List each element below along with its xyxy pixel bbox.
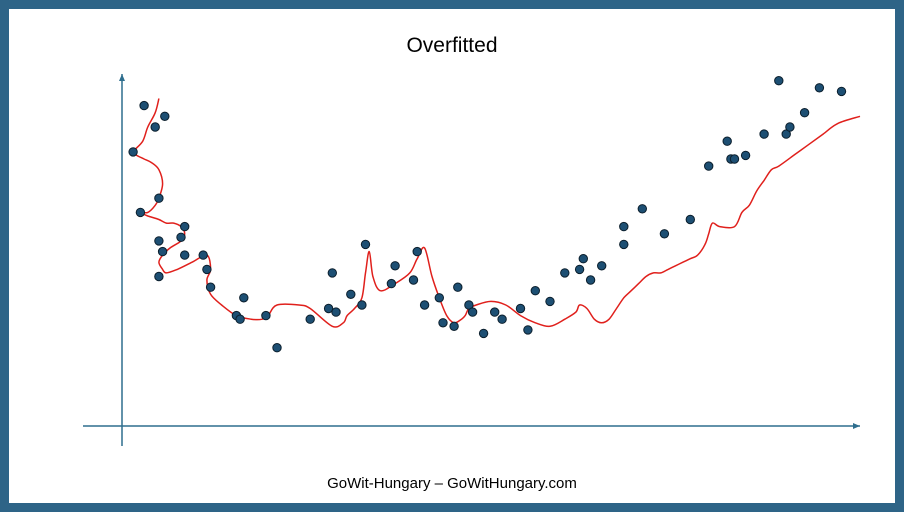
data-point: [305, 314, 315, 324]
data-point: [202, 264, 212, 275]
data-point: [781, 129, 791, 139]
data-point: [346, 289, 356, 299]
data-point: [722, 136, 732, 146]
data-point: [560, 268, 570, 278]
data-point: [785, 122, 795, 132]
data-point: [637, 204, 647, 214]
data-point: [357, 300, 367, 310]
data-point: [160, 111, 170, 122]
data-point: [464, 300, 474, 310]
data-point: [128, 147, 138, 157]
data-point: [272, 343, 282, 353]
data-point: [331, 307, 341, 317]
data-point: [814, 83, 825, 93]
data-point: [419, 300, 430, 310]
data-point: [530, 286, 540, 296]
overfitted-curve: [132, 98, 861, 328]
chart-title: Overfitted: [406, 34, 498, 57]
data-point: [180, 250, 190, 260]
data-point: [150, 122, 160, 132]
data-point: [619, 221, 629, 232]
data-point: [659, 229, 670, 239]
data-point: [729, 154, 740, 164]
footer-credit: GoWit-Hungary – GoWitHungary.com: [327, 475, 577, 492]
data-point: [438, 318, 448, 328]
data-point: [154, 193, 164, 203]
data-point: [490, 307, 500, 317]
data-point: [261, 310, 271, 321]
data-point: [390, 261, 400, 271]
data-point: [685, 214, 695, 225]
data-point: [740, 150, 751, 161]
data-point: [176, 232, 186, 243]
data-point: [180, 221, 190, 232]
data-point: [198, 250, 208, 260]
data-point: [434, 293, 444, 303]
data-point: [799, 108, 810, 118]
data-point: [523, 325, 533, 335]
data-point: [135, 207, 146, 218]
data-point: [239, 293, 249, 303]
data-point: [515, 303, 526, 314]
data-point: [205, 282, 216, 292]
data-point: [449, 321, 459, 331]
data-point: [154, 236, 164, 246]
data-point: [759, 129, 769, 139]
data-point: [327, 268, 337, 278]
data-point: [386, 278, 397, 289]
data-point: [323, 303, 334, 314]
data-point: [497, 314, 507, 324]
data-point: [774, 76, 784, 86]
data-point: [704, 161, 714, 171]
data-point: [412, 246, 422, 257]
data-point: [360, 239, 371, 250]
data-point: [408, 275, 419, 285]
data-point: [578, 254, 588, 264]
data-point: [574, 264, 585, 275]
data-point: [585, 275, 596, 285]
data-point: [467, 307, 478, 317]
data-point: [597, 261, 607, 271]
data-point: [453, 282, 463, 292]
data-point: [545, 296, 555, 307]
data-point: [836, 86, 847, 97]
data-point: [154, 271, 164, 282]
data-point: [157, 246, 168, 257]
data-point: [619, 239, 629, 250]
data-point: [235, 314, 245, 324]
data-point: [139, 100, 149, 111]
data-point: [478, 328, 489, 339]
